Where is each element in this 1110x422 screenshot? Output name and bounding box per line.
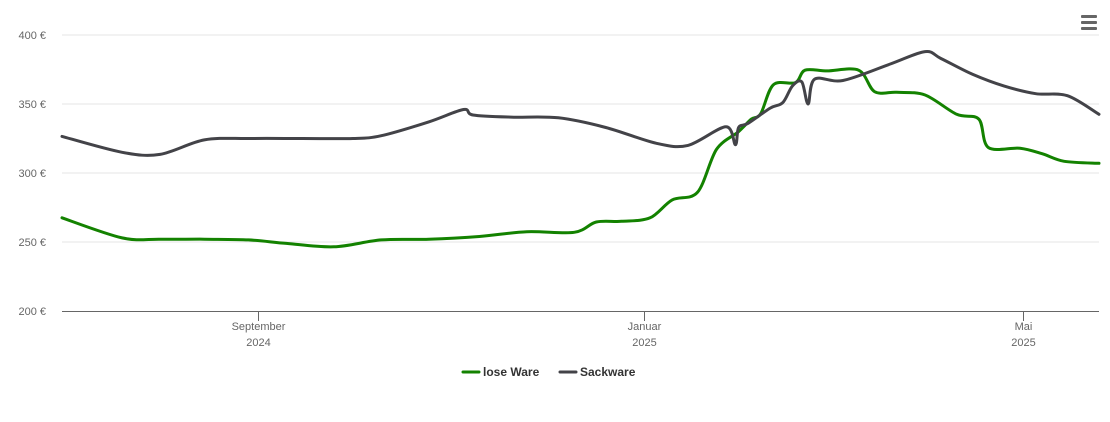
legend: lose Ware Sackware (461, 365, 636, 379)
y-tick-label: 400 € (18, 30, 46, 42)
hamburger-menu-icon[interactable] (1074, 8, 1102, 36)
y-axis-labels: 200 € 250 € 300 € 350 € 400 € (18, 30, 46, 318)
y-tick-label: 200 € (18, 306, 46, 318)
y-tick-label: 300 € (18, 168, 46, 180)
series-line-sackware (60, 49, 1101, 157)
series-line-lose-ware (60, 67, 1101, 249)
legend-label: Sackware (580, 365, 636, 379)
grid-lines (62, 34, 1099, 243)
x-axis-ticks: September 2024 Januar 2025 Mai 2025 (232, 311, 1036, 349)
x-tick-label: 2025 (632, 337, 656, 349)
legend-label: lose Ware (483, 365, 540, 379)
y-tick-label: 250 € (18, 237, 46, 249)
legend-item: lose Ware (461, 365, 540, 379)
y-tick-label: 350 € (18, 99, 46, 111)
x-tick-label: 2025 (1011, 337, 1035, 349)
x-tick-label: Januar (628, 321, 662, 333)
x-tick-label: September (232, 321, 286, 333)
legend-item: Sackware (558, 365, 636, 379)
x-tick-label: 2024 (246, 337, 270, 349)
x-tick-label: Mai (1015, 321, 1033, 333)
series-layer (60, 49, 1101, 249)
